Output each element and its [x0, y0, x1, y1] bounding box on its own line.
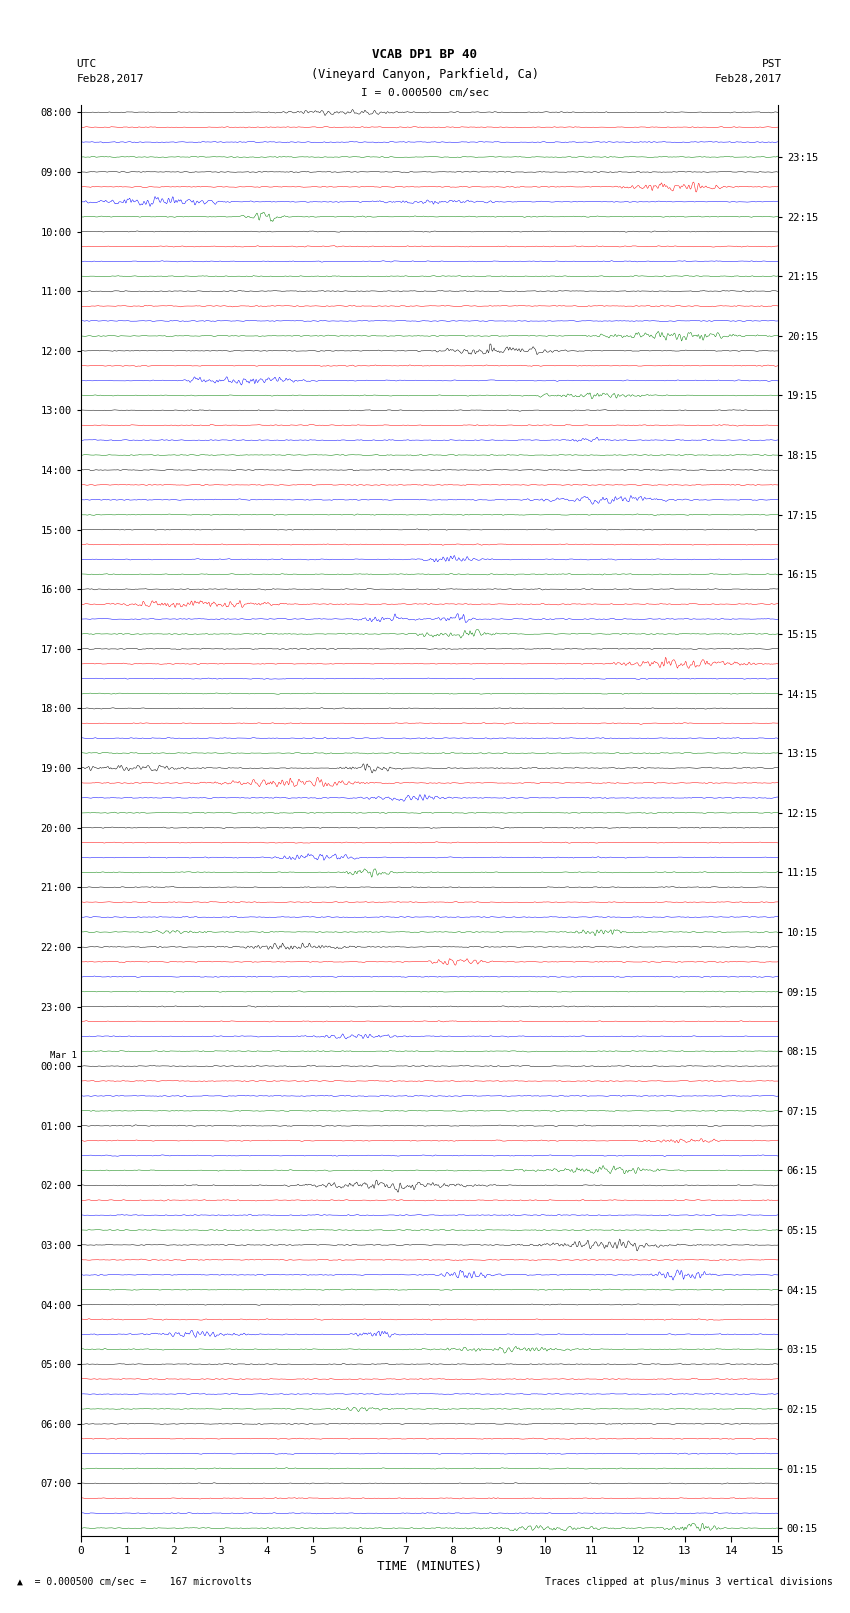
Text: Traces clipped at plus/minus 3 vertical divisions: Traces clipped at plus/minus 3 vertical … [545, 1578, 833, 1587]
Text: Feb28,2017: Feb28,2017 [715, 74, 782, 84]
Text: (Vineyard Canyon, Parkfield, Ca): (Vineyard Canyon, Parkfield, Ca) [311, 68, 539, 81]
Text: ▲  = 0.000500 cm/sec =    167 microvolts: ▲ = 0.000500 cm/sec = 167 microvolts [17, 1578, 252, 1587]
Text: Mar 1: Mar 1 [50, 1052, 77, 1060]
Text: PST: PST [762, 60, 782, 69]
Text: Feb28,2017: Feb28,2017 [76, 74, 144, 84]
Text: UTC: UTC [76, 60, 97, 69]
Text: VCAB DP1 BP 40: VCAB DP1 BP 40 [372, 48, 478, 61]
X-axis label: TIME (MINUTES): TIME (MINUTES) [377, 1560, 482, 1573]
Text: I = 0.000500 cm/sec: I = 0.000500 cm/sec [361, 89, 489, 98]
